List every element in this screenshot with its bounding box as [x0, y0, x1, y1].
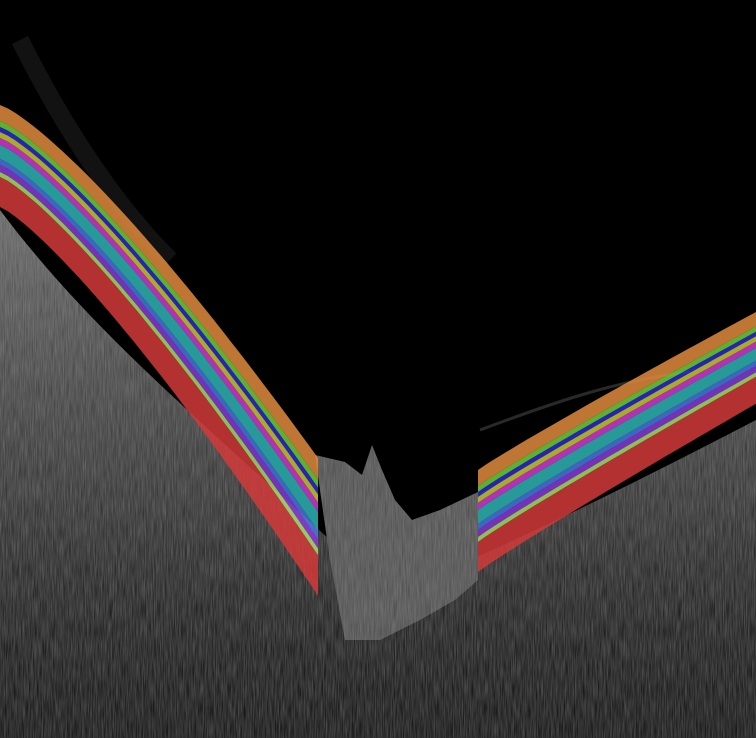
- right-inner-plexiform-layer: [478, 331, 756, 497]
- left-retina-layers: [0, 105, 318, 596]
- vitreous-haze: [11, 35, 177, 267]
- right-outer-nuclear-layer: [478, 348, 756, 524]
- right-outer-plexiform-layer: [478, 341, 756, 510]
- deep-tissue-texture: [0, 210, 756, 738]
- right-retina-layers: [478, 312, 756, 572]
- right-choroid: [478, 376, 756, 572]
- right-rpe-layer: [478, 372, 756, 542]
- left-choroid: [0, 177, 318, 596]
- right-inner-nuclear-layer: [478, 336, 756, 503]
- right-ganglion-cell-layer: [478, 326, 756, 492]
- optic-disc-texture: [315, 445, 478, 640]
- right-nerve-fiber-layer: [478, 312, 756, 486]
- right-ellipsoid-zone: [478, 366, 756, 537]
- right-photoreceptor-layer: [478, 360, 756, 530]
